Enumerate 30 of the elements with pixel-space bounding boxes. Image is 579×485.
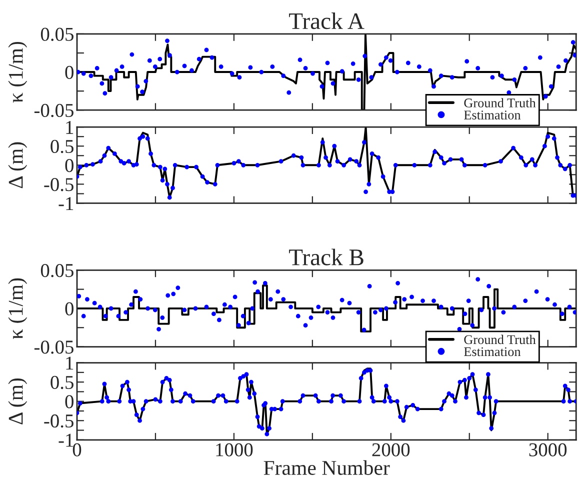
y-axis-title: κ (1/m) <box>8 42 28 103</box>
y-tick-label: -0.05 <box>34 104 74 118</box>
y-tick-label: 0.5 <box>50 140 74 154</box>
x-tick-label: 2000 <box>372 443 410 456</box>
legend-label: Ground Truth <box>464 334 536 344</box>
y-tick-label: -1 <box>58 434 74 447</box>
y-tick-label: 0 <box>65 395 74 408</box>
legend-label: Ground Truth <box>464 98 536 108</box>
x-axis-title: Frame Number <box>264 460 390 475</box>
y-tick-label: -0.05 <box>34 340 74 354</box>
y-tick-label: 1 <box>66 356 74 370</box>
legend-label: Estimation <box>464 110 521 120</box>
chart-title: Track B <box>289 248 364 266</box>
y-tick-label: 0.5 <box>50 376 74 390</box>
legend-label: Estimation <box>464 347 521 356</box>
y-axis-title: Δ (m) <box>8 378 28 424</box>
y-tick-label: -0.5 <box>44 178 74 192</box>
y-tick-label: 1 <box>66 120 74 134</box>
y-axis-title: κ (1/m) <box>8 278 28 340</box>
y-tick-label: 0.05 <box>40 264 74 278</box>
y-tick-label: 0 <box>65 158 74 172</box>
y-axis-title: Δ (m) <box>8 142 28 188</box>
y-tick-label: -0.5 <box>44 414 74 428</box>
chart-title: Track A <box>289 12 364 30</box>
y-tick-label: -1 <box>58 197 74 210</box>
y-tick-label: 0 <box>65 66 74 79</box>
y-tick-label: 0.05 <box>40 28 74 41</box>
x-tick-label: 1000 <box>216 443 253 456</box>
x-tick-label: 3000 <box>529 443 567 456</box>
y-tick-label: 0 <box>65 302 74 316</box>
